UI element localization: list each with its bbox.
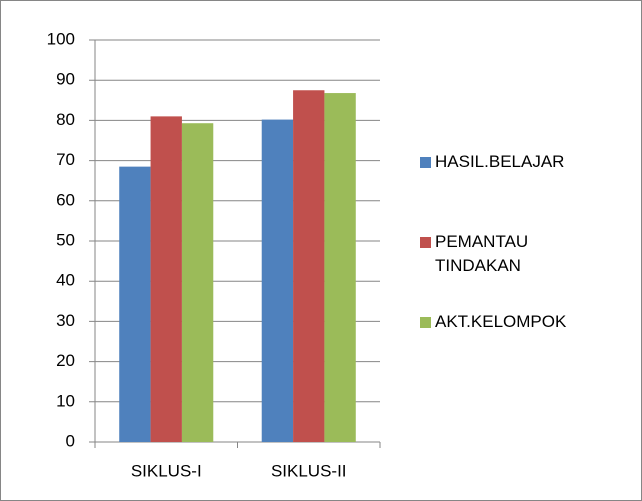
y-tick-label: 40 [56, 271, 75, 290]
y-tick-label: 100 [47, 29, 75, 48]
legend-label: PEMANTAU TINDAKAN [435, 232, 529, 275]
bar [119, 166, 151, 442]
legend-label: AKT.KELOMPOK [435, 312, 567, 331]
bar [261, 119, 294, 442]
legend-label: HASIL.BELAJAR [435, 152, 565, 171]
y-tick-label: 50 [56, 230, 75, 249]
legend-item: AKT.KELOMPOK [420, 310, 567, 334]
y-tick-label: 0 [66, 431, 75, 450]
bar [324, 93, 356, 443]
bar [181, 123, 214, 443]
y-tick-label: 80 [56, 110, 75, 129]
y-tick-label: 10 [56, 391, 75, 410]
legend-swatch [420, 317, 431, 328]
y-tick-label: 30 [56, 311, 75, 330]
legend-swatch [420, 157, 431, 168]
bar [150, 116, 182, 442]
x-tick-label: SIKLUS-I [131, 461, 202, 480]
y-tick-label: 20 [56, 351, 75, 370]
y-tick-label: 60 [56, 190, 75, 209]
bar [293, 90, 325, 442]
legend-swatch [420, 237, 431, 248]
x-tick-label: SIKLUS-II [271, 461, 347, 480]
legend-item: PEMANTAU TINDAKAN [420, 230, 535, 278]
y-tick-label: 70 [56, 150, 75, 169]
y-tick-label: 90 [56, 70, 75, 89]
legend-item: HASIL.BELAJAR [420, 150, 565, 174]
